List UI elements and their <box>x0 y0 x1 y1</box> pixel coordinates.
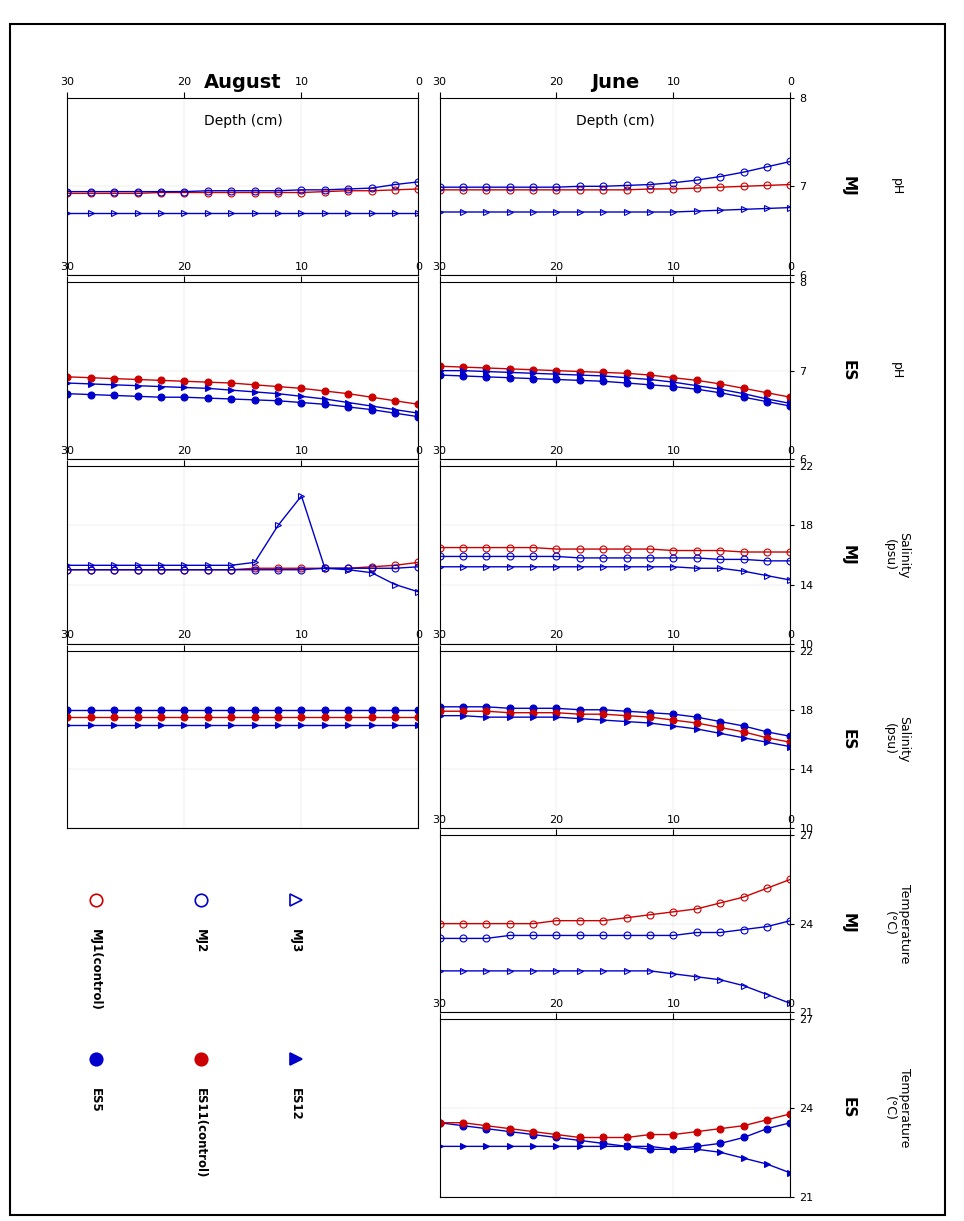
Text: Temperature
(°C): Temperature (°C) <box>882 1068 911 1148</box>
Text: ES: ES <box>841 360 856 381</box>
Text: MJ3: MJ3 <box>289 929 302 954</box>
Text: Depth (cm): Depth (cm) <box>576 115 655 128</box>
Text: Depth (cm): Depth (cm) <box>203 115 282 128</box>
Text: Temperature
(°C): Temperature (°C) <box>882 884 911 963</box>
Text: MJ: MJ <box>841 913 856 934</box>
Text: ES11(control): ES11(control) <box>195 1088 207 1178</box>
Text: ES12: ES12 <box>289 1088 302 1121</box>
Text: MJ1(control): MJ1(control) <box>89 929 102 1011</box>
Text: June: June <box>591 72 639 92</box>
Text: ES: ES <box>841 729 856 750</box>
Text: ES: ES <box>841 1098 856 1118</box>
Text: pH: pH <box>890 361 903 380</box>
Text: MJ: MJ <box>841 176 856 197</box>
Text: MJ: MJ <box>841 545 856 565</box>
Text: August: August <box>204 72 281 92</box>
Text: Salinity
(psu): Salinity (psu) <box>882 532 911 579</box>
Text: ES5: ES5 <box>89 1088 102 1112</box>
Text: Salinity
(psu): Salinity (psu) <box>882 716 911 762</box>
Text: pH: pH <box>890 178 903 195</box>
Text: MJ2: MJ2 <box>195 929 207 954</box>
